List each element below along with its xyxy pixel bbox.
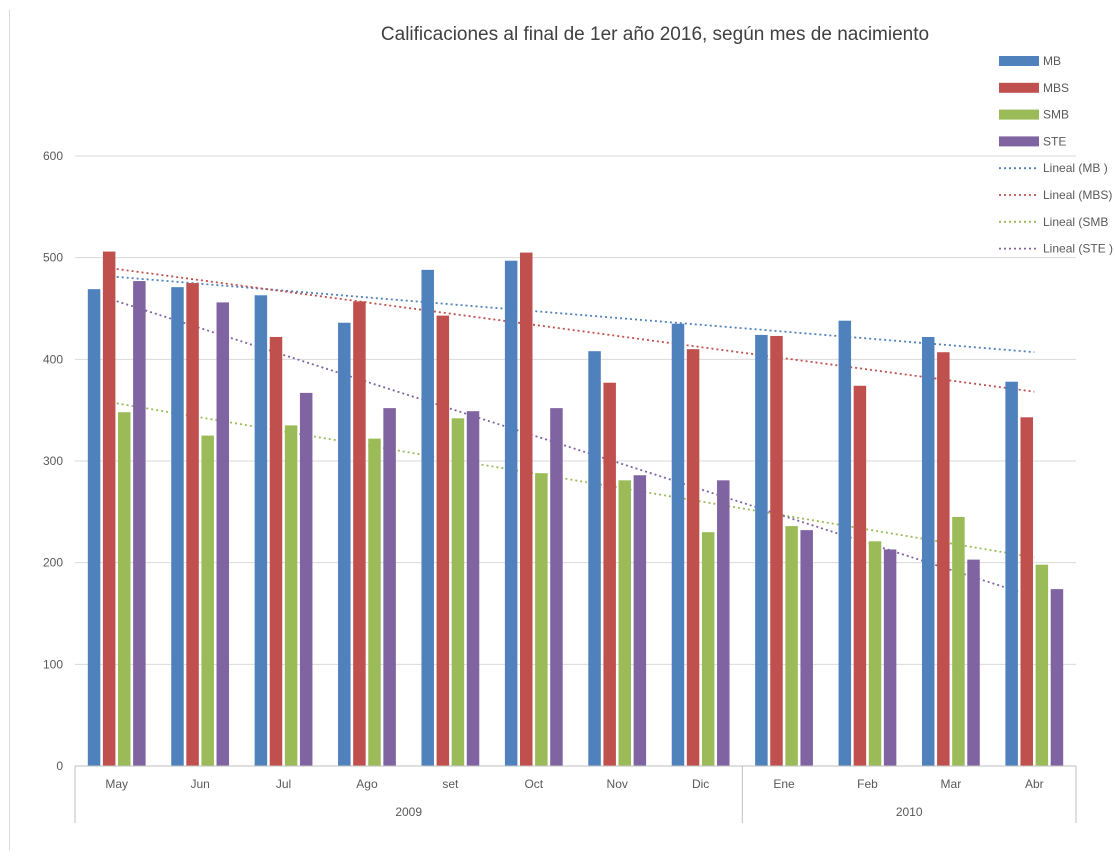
axes: 0 100 200 300 400 500 600 May Jun Jul Ago set Oct Nov… bbox=[43, 149, 1077, 823]
bar-ste bbox=[883, 549, 897, 766]
bar-mb bbox=[338, 322, 351, 766]
bar-smb bbox=[451, 418, 465, 766]
bar-ste bbox=[633, 475, 647, 766]
bar-mbs bbox=[770, 335, 783, 766]
x-tick-label: May bbox=[105, 777, 128, 791]
bar-mbs bbox=[603, 382, 616, 766]
bar-mb bbox=[1005, 381, 1018, 766]
bar-ste bbox=[1050, 589, 1064, 766]
bar-mb bbox=[504, 260, 518, 766]
legend-swatch bbox=[999, 109, 1039, 120]
legend-swatch bbox=[999, 82, 1039, 93]
bar-mbs bbox=[436, 315, 450, 766]
legend-label: MB bbox=[1043, 54, 1061, 68]
bar-ste bbox=[800, 530, 813, 766]
bar-mbs bbox=[353, 301, 366, 766]
bars bbox=[87, 251, 1064, 767]
bar-mb bbox=[588, 351, 601, 766]
group-label: 2010 bbox=[896, 805, 923, 819]
trendline bbox=[116, 275, 1035, 354]
trendline bbox=[116, 268, 1035, 393]
trendline bbox=[116, 402, 1035, 559]
legend-label: MBS bbox=[1043, 81, 1069, 95]
bar-mbs bbox=[1020, 417, 1033, 766]
bar-smb bbox=[284, 425, 298, 766]
bar-smb bbox=[201, 435, 214, 766]
legend-label: Lineal (MB ) bbox=[1043, 161, 1108, 175]
bar-smb bbox=[785, 526, 798, 766]
bar-mb bbox=[421, 269, 434, 766]
bar-mbs bbox=[186, 283, 199, 766]
bar-smb bbox=[535, 473, 548, 766]
bar-smb bbox=[868, 541, 882, 766]
bar-ste bbox=[717, 480, 730, 766]
x-tick-label: Oct bbox=[524, 777, 543, 791]
legend-label: Lineal (STE ) bbox=[1043, 242, 1113, 256]
bar-smb bbox=[618, 480, 632, 766]
legend: MB MBS SMB STE Lineal (MB ) Lineal (MBS) Linea… bbox=[999, 54, 1113, 256]
trendline bbox=[116, 300, 1035, 598]
legend-label: Lineal (SMB bbox=[1043, 215, 1108, 229]
x-tick-label: set bbox=[442, 777, 459, 791]
bar-mbs bbox=[102, 251, 116, 767]
bar-mb bbox=[87, 289, 101, 766]
bar-ste bbox=[550, 408, 563, 766]
x-tick-label: Ago bbox=[356, 777, 378, 791]
y-tick-label: 500 bbox=[43, 251, 63, 265]
x-tick-label: Abr bbox=[1025, 777, 1044, 791]
bar-smb bbox=[952, 516, 965, 766]
bar-mb bbox=[838, 320, 852, 766]
y-tick-label: 200 bbox=[43, 556, 63, 570]
group-label: 2009 bbox=[395, 805, 422, 819]
y-tick-label: 600 bbox=[43, 149, 63, 163]
legend-label: Lineal (MBS) bbox=[1043, 188, 1112, 202]
bar-mbs bbox=[686, 349, 700, 766]
x-tick-label: Jun bbox=[190, 777, 209, 791]
bar-ste bbox=[299, 392, 313, 766]
chart-border bbox=[9, 10, 10, 850]
bar-ste bbox=[216, 302, 230, 766]
bar-mbs bbox=[269, 336, 283, 766]
chart-title: Calificaciones al final de 1er año 2016,… bbox=[381, 24, 929, 45]
bar-ste bbox=[133, 281, 146, 766]
bar-smb bbox=[1035, 564, 1049, 766]
y-tick-label: 0 bbox=[56, 759, 63, 773]
legend-swatch bbox=[999, 136, 1039, 147]
bar-mb bbox=[671, 323, 685, 766]
bar-mbs bbox=[937, 352, 950, 766]
bar-smb bbox=[118, 412, 131, 766]
bar-mbs bbox=[519, 252, 533, 767]
x-tick-label: Mar bbox=[941, 777, 962, 791]
bar-mb bbox=[921, 336, 935, 766]
trendlines bbox=[116, 268, 1035, 598]
bar-smb bbox=[368, 438, 381, 766]
x-tick-label: Ene bbox=[773, 777, 795, 791]
bar-ste bbox=[967, 559, 980, 766]
legend-swatch bbox=[999, 56, 1039, 66]
y-tick-label: 100 bbox=[43, 657, 63, 671]
legend-label: STE bbox=[1043, 134, 1066, 148]
bar-mb bbox=[254, 295, 268, 766]
bar-mb bbox=[171, 287, 184, 766]
x-tick-label: Jul bbox=[276, 777, 291, 791]
bar-smb bbox=[701, 532, 715, 766]
y-tick-label: 400 bbox=[43, 352, 63, 366]
legend-label: SMB bbox=[1043, 108, 1069, 122]
bar-mbs bbox=[853, 385, 867, 766]
x-tick-label: Nov bbox=[607, 777, 628, 791]
bar-mb bbox=[755, 334, 768, 766]
y-tick-label: 300 bbox=[43, 454, 63, 468]
bar-ste bbox=[466, 411, 480, 766]
gridlines bbox=[75, 155, 1076, 665]
x-tick-label: Feb bbox=[857, 777, 878, 791]
bar-ste bbox=[383, 408, 396, 766]
x-tick-label: Dic bbox=[692, 777, 709, 791]
